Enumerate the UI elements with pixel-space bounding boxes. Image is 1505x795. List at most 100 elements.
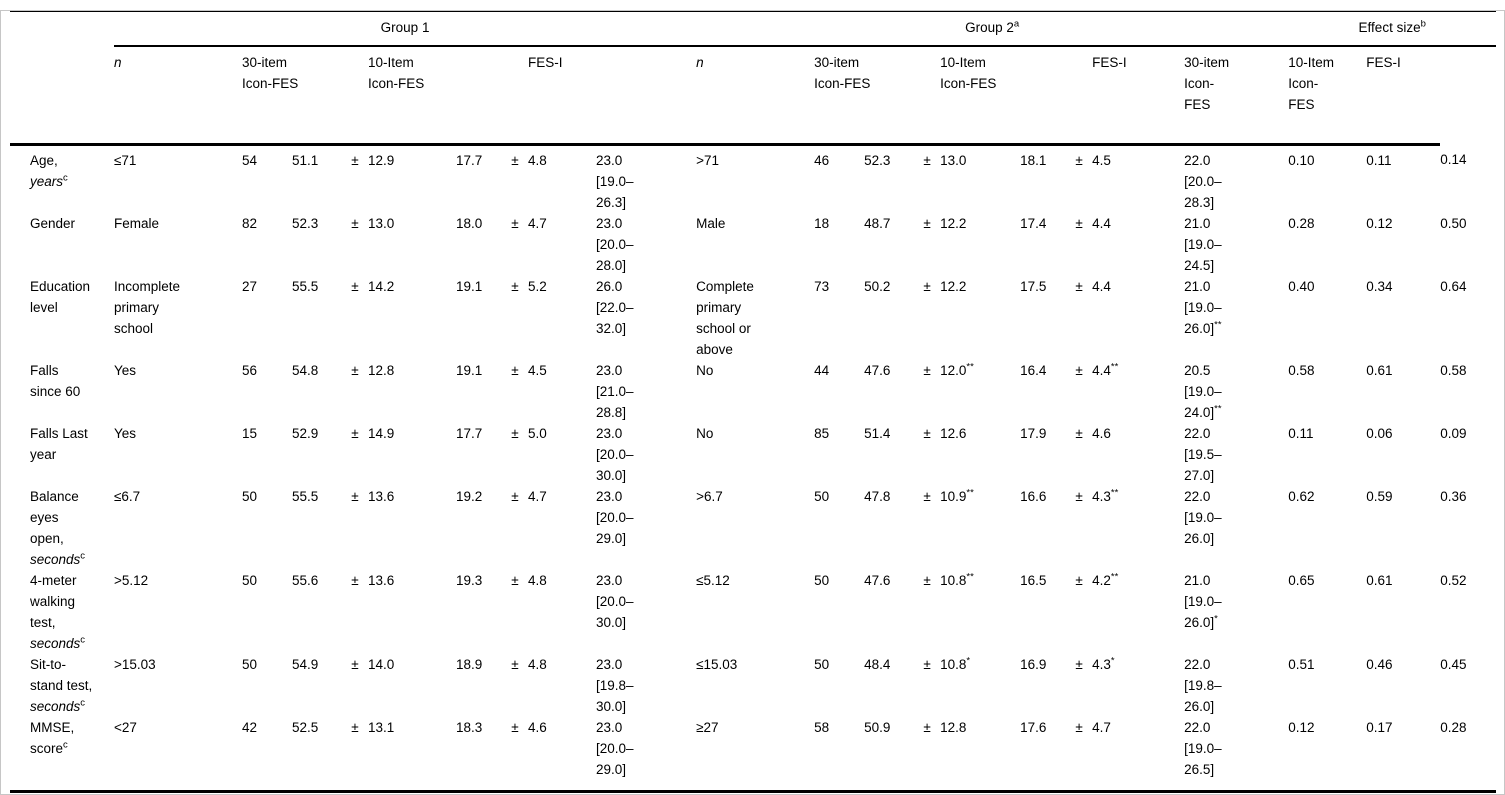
g2-icon30-pm-cell: ± [914, 570, 940, 654]
es-icon30-cell: 0.65 [1288, 570, 1366, 654]
es-icon10-cell: 0.06 [1366, 423, 1440, 486]
g1-icon10-sd-cell: 5.0 [528, 423, 596, 486]
es-fesi-value: 0.09 [1440, 426, 1467, 441]
es-icon30-header-label: 30-item Icon- FES [1184, 55, 1230, 112]
plus-minus-sign: ± [923, 153, 931, 168]
plus-minus-sign: ± [923, 657, 931, 672]
g2-n-value: 44 [814, 363, 830, 378]
plus-minus-sign: ± [351, 720, 359, 735]
g1-icon10-mean-cell: 18.0 [456, 213, 502, 276]
g1-icon10-sd-cell: 4.5 [528, 360, 596, 423]
g1-icon30-sd: 13.6 [368, 489, 395, 504]
es-icon30-value: 0.10 [1288, 153, 1315, 168]
g1-fesi-median-iqr: 23.0 [20.0– 30.0] [596, 573, 634, 630]
row-label-italic: seconds [30, 552, 81, 567]
row-label-footnote-marker: c [63, 172, 68, 184]
es-fesi-value: 0.52 [1440, 573, 1467, 588]
plus-minus-sign: ± [511, 216, 519, 231]
g2-icon10-mean: 16.6 [1020, 489, 1047, 504]
g1-icon30-pm-cell: ± [342, 276, 368, 360]
plus-minus-sign: ± [511, 426, 519, 441]
g1-icon30-pm-cell: ± [342, 360, 368, 423]
g1-n-value: 15 [242, 426, 258, 441]
g2-category-cell: No [696, 423, 814, 486]
es-icon10-cell: 0.61 [1366, 570, 1440, 654]
es-icon10-cell: 0.61 [1366, 360, 1440, 423]
g1-icon30-mean-cell: 54.9 [292, 654, 342, 717]
g2-n-cell: 58 [814, 717, 864, 792]
group1-header: Group 1 [114, 11, 697, 47]
row-label-text: 4-meter walking test, [30, 573, 77, 630]
g1-icon10-mean-cell: 19.1 [456, 276, 502, 360]
g1-icon30-mean-cell: 52.9 [292, 423, 342, 486]
g1-icon10-sd: 5.2 [528, 279, 547, 294]
plus-minus-sign: ± [1075, 216, 1083, 231]
g1-category-value: Incomplete primary school [114, 279, 181, 336]
es-icon10-value: 0.12 [1366, 216, 1393, 231]
g1-icon30-sd-cell: 13.1 [368, 717, 456, 792]
g1-n-cell: 82 [242, 213, 292, 276]
g1-n-value: 82 [242, 216, 258, 231]
g2-icon30-sd-cell: 13.0 [940, 145, 1020, 214]
table-row: Falls Last year Yes 15 52.9 ± 14.9 17.7 … [10, 423, 1496, 486]
table-row: Age, yearsc ≤71 54 51.1 ± 12.9 17.7 ± 4.… [10, 145, 1496, 214]
g1-icon10-mean: 17.7 [456, 153, 483, 168]
g1-fesi-median-iqr: 23.0 [20.0– 29.0] [596, 720, 634, 777]
g2-fesi-median-iqr: 22.0 [19.0– 26.5] [1184, 720, 1222, 777]
es-icon10-cell: 0.34 [1366, 276, 1440, 360]
g2-icon10-mean: 16.4 [1020, 363, 1047, 378]
row-label-cell: Gender [10, 213, 114, 276]
g2-icon10-sd-cell: 4.3* [1092, 654, 1184, 717]
g2-category-value: >71 [696, 153, 720, 168]
g1-icon30-sd-cell: 14.0 [368, 654, 456, 717]
g1-icon30-mean: 55.6 [292, 573, 319, 588]
g2-icon30-mean: 47.6 [864, 363, 891, 378]
g1-category-cell: Incomplete primary school [114, 276, 242, 360]
g2-n-cell: 18 [814, 213, 864, 276]
es-fesi-value: 0.64 [1440, 279, 1467, 294]
g2-icon10-pm-cell: ± [1066, 486, 1092, 570]
g2-icon30-mean: 48.7 [864, 216, 891, 231]
g1-icon10-sd-cell: 4.8 [528, 654, 596, 717]
g1-category-value: Yes [114, 426, 137, 441]
g2-icon10-mean: 17.9 [1020, 426, 1047, 441]
g1-icon30-mean: 55.5 [292, 489, 319, 504]
g1-icon10-sd: 4.6 [528, 720, 547, 735]
g2-icon30-header: 30-item Icon-FES [814, 46, 941, 146]
g1-fesi-median-iqr: 26.0 [22.0– 32.0] [596, 279, 634, 336]
g1-fesi-median-iqr: 23.0 [20.0– 28.0] [596, 216, 634, 273]
row-label-cell: Education level [10, 276, 114, 360]
row-label-italic: seconds [30, 636, 81, 651]
row-label-cell: Balance eyes open, secondsc [10, 486, 114, 570]
g2-icon10-sd: 4.3 [1092, 489, 1111, 504]
es-icon10-value: 0.06 [1366, 426, 1393, 441]
table-row: Falls since 60 Yes 56 54.8 ± 12.8 19.1 ±… [10, 360, 1496, 423]
g2-icon30-sd: 12.2 [940, 279, 967, 294]
g2-category-cell: ≥27 [696, 717, 814, 792]
g2-icon30-sd-cell: 12.2 [940, 213, 1020, 276]
es-icon10-value: 0.59 [1366, 489, 1393, 504]
es-icon30-value: 0.58 [1288, 363, 1315, 378]
row-label-cell: 4-meter walking test, secondsc [10, 570, 114, 654]
plus-minus-sign: ± [351, 489, 359, 504]
g2-icon30-mean-cell: 48.4 [864, 654, 914, 717]
g1-icon30-mean-cell: 54.8 [292, 360, 342, 423]
plus-minus-sign: ± [1075, 153, 1083, 168]
g2-n-header: n [696, 46, 815, 146]
g1-icon10-sd-cell: 4.6 [528, 717, 596, 792]
g2-category-value: No [696, 363, 714, 378]
g2-n-value: 50 [814, 489, 830, 504]
g2-n-cell: 46 [814, 145, 864, 214]
es-fesi-header: FES-I [1366, 46, 1441, 146]
es-icon30-cell: 0.28 [1288, 213, 1366, 276]
plus-minus-sign: ± [1075, 489, 1083, 504]
g1-icon30-header-label: 30-item Icon-FES [242, 55, 299, 91]
g1-icon10-pm-cell: ± [502, 570, 528, 654]
g1-fesi-cell: 23.0 [19.0– 26.3] [596, 145, 696, 214]
g2-icon30-header-label: 30-item Icon-FES [814, 55, 871, 91]
g1-icon10-mean: 18.0 [456, 216, 483, 231]
es-icon30-value: 0.11 [1288, 426, 1314, 441]
g2-icon30-mean-cell: 47.6 [864, 570, 914, 654]
g1-icon30-mean: 54.9 [292, 657, 319, 672]
g1-fesi-cell: 23.0 [20.0– 30.0] [596, 423, 696, 486]
